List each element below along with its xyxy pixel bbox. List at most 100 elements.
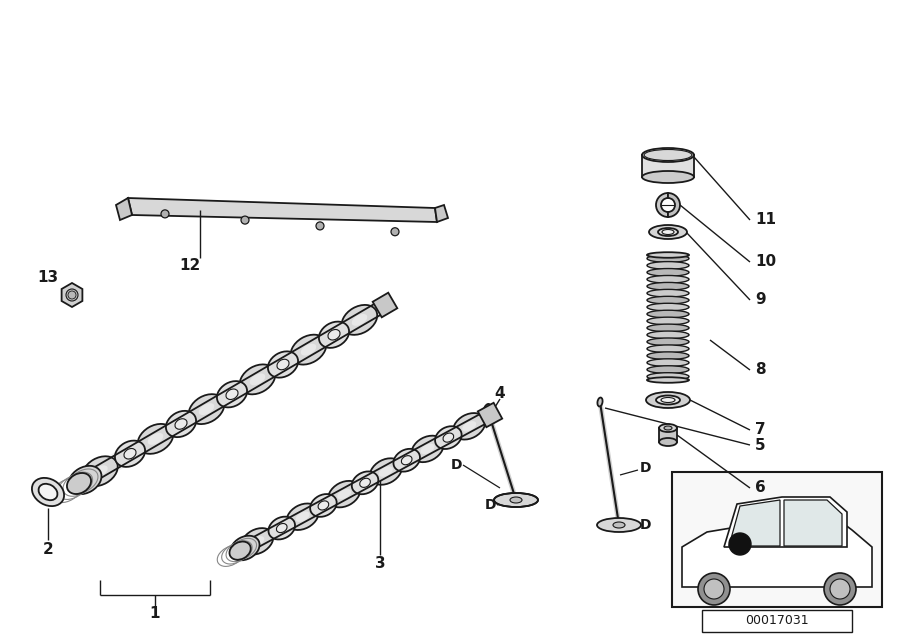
Ellipse shape [494,493,538,507]
Ellipse shape [662,229,674,234]
Ellipse shape [597,518,641,532]
Ellipse shape [647,352,689,359]
Ellipse shape [647,276,689,283]
Text: 3: 3 [374,556,385,572]
Text: 2: 2 [42,542,53,556]
Ellipse shape [319,321,349,348]
Text: 10: 10 [755,255,776,269]
Text: D: D [450,458,462,472]
Ellipse shape [226,389,238,399]
Ellipse shape [484,404,491,412]
Text: D: D [640,518,652,532]
Ellipse shape [115,441,145,467]
Ellipse shape [463,421,476,432]
Text: 12: 12 [179,258,201,274]
Ellipse shape [338,489,351,499]
Ellipse shape [401,456,412,465]
Ellipse shape [664,426,672,430]
Text: 13: 13 [38,271,58,286]
Circle shape [66,289,78,301]
Ellipse shape [138,424,173,454]
Ellipse shape [370,458,402,485]
Ellipse shape [318,501,328,510]
Ellipse shape [199,403,214,415]
Polygon shape [116,198,132,220]
Circle shape [830,579,850,599]
Circle shape [316,222,324,230]
Text: D: D [484,498,496,512]
Ellipse shape [268,517,295,540]
Ellipse shape [647,324,689,331]
Ellipse shape [295,512,310,522]
Ellipse shape [647,304,689,311]
Text: 4: 4 [495,385,505,401]
Ellipse shape [658,228,678,236]
Polygon shape [80,297,390,488]
Text: 1: 1 [149,606,160,622]
Ellipse shape [647,262,689,269]
Ellipse shape [647,338,689,345]
Ellipse shape [342,305,377,335]
Ellipse shape [291,335,326,364]
Bar [702,610,852,632]
Ellipse shape [647,331,689,338]
Ellipse shape [148,433,163,445]
Ellipse shape [598,398,603,406]
Ellipse shape [276,523,287,533]
Wedge shape [668,193,680,217]
Circle shape [241,216,249,224]
Ellipse shape [435,426,462,449]
Ellipse shape [360,478,371,488]
Ellipse shape [659,424,677,432]
Ellipse shape [647,252,689,258]
Ellipse shape [352,314,367,326]
Text: 9: 9 [755,293,766,307]
Ellipse shape [189,394,224,424]
Ellipse shape [393,449,420,472]
Ellipse shape [124,448,136,459]
Ellipse shape [510,497,522,503]
Text: D: D [640,461,652,475]
Ellipse shape [239,364,275,394]
Bar [672,472,882,607]
Ellipse shape [647,297,689,304]
Bar [642,155,694,177]
Ellipse shape [443,433,454,442]
Ellipse shape [647,311,689,318]
Ellipse shape [646,392,690,408]
Text: 8: 8 [755,363,766,377]
Polygon shape [241,408,494,555]
Ellipse shape [642,171,694,183]
Circle shape [161,210,169,218]
Circle shape [698,573,730,605]
Ellipse shape [241,528,274,554]
Ellipse shape [647,359,689,366]
Polygon shape [784,500,842,546]
Ellipse shape [647,345,689,352]
Polygon shape [61,283,83,307]
Wedge shape [656,193,668,217]
Ellipse shape [328,481,360,507]
Ellipse shape [175,418,187,429]
Polygon shape [724,497,847,547]
Polygon shape [682,515,872,587]
Ellipse shape [250,536,265,547]
Ellipse shape [68,466,102,494]
Circle shape [391,228,399,236]
Ellipse shape [310,494,337,517]
Ellipse shape [647,377,689,383]
Ellipse shape [647,373,689,380]
Ellipse shape [166,411,196,437]
Ellipse shape [230,542,251,560]
Ellipse shape [277,359,289,370]
Circle shape [704,579,724,599]
Circle shape [68,291,76,299]
Ellipse shape [379,466,393,477]
Ellipse shape [32,478,64,506]
Polygon shape [128,198,437,222]
Ellipse shape [647,366,689,373]
Circle shape [729,533,751,555]
Ellipse shape [286,504,319,530]
Text: 5: 5 [755,438,766,453]
Ellipse shape [352,471,378,494]
